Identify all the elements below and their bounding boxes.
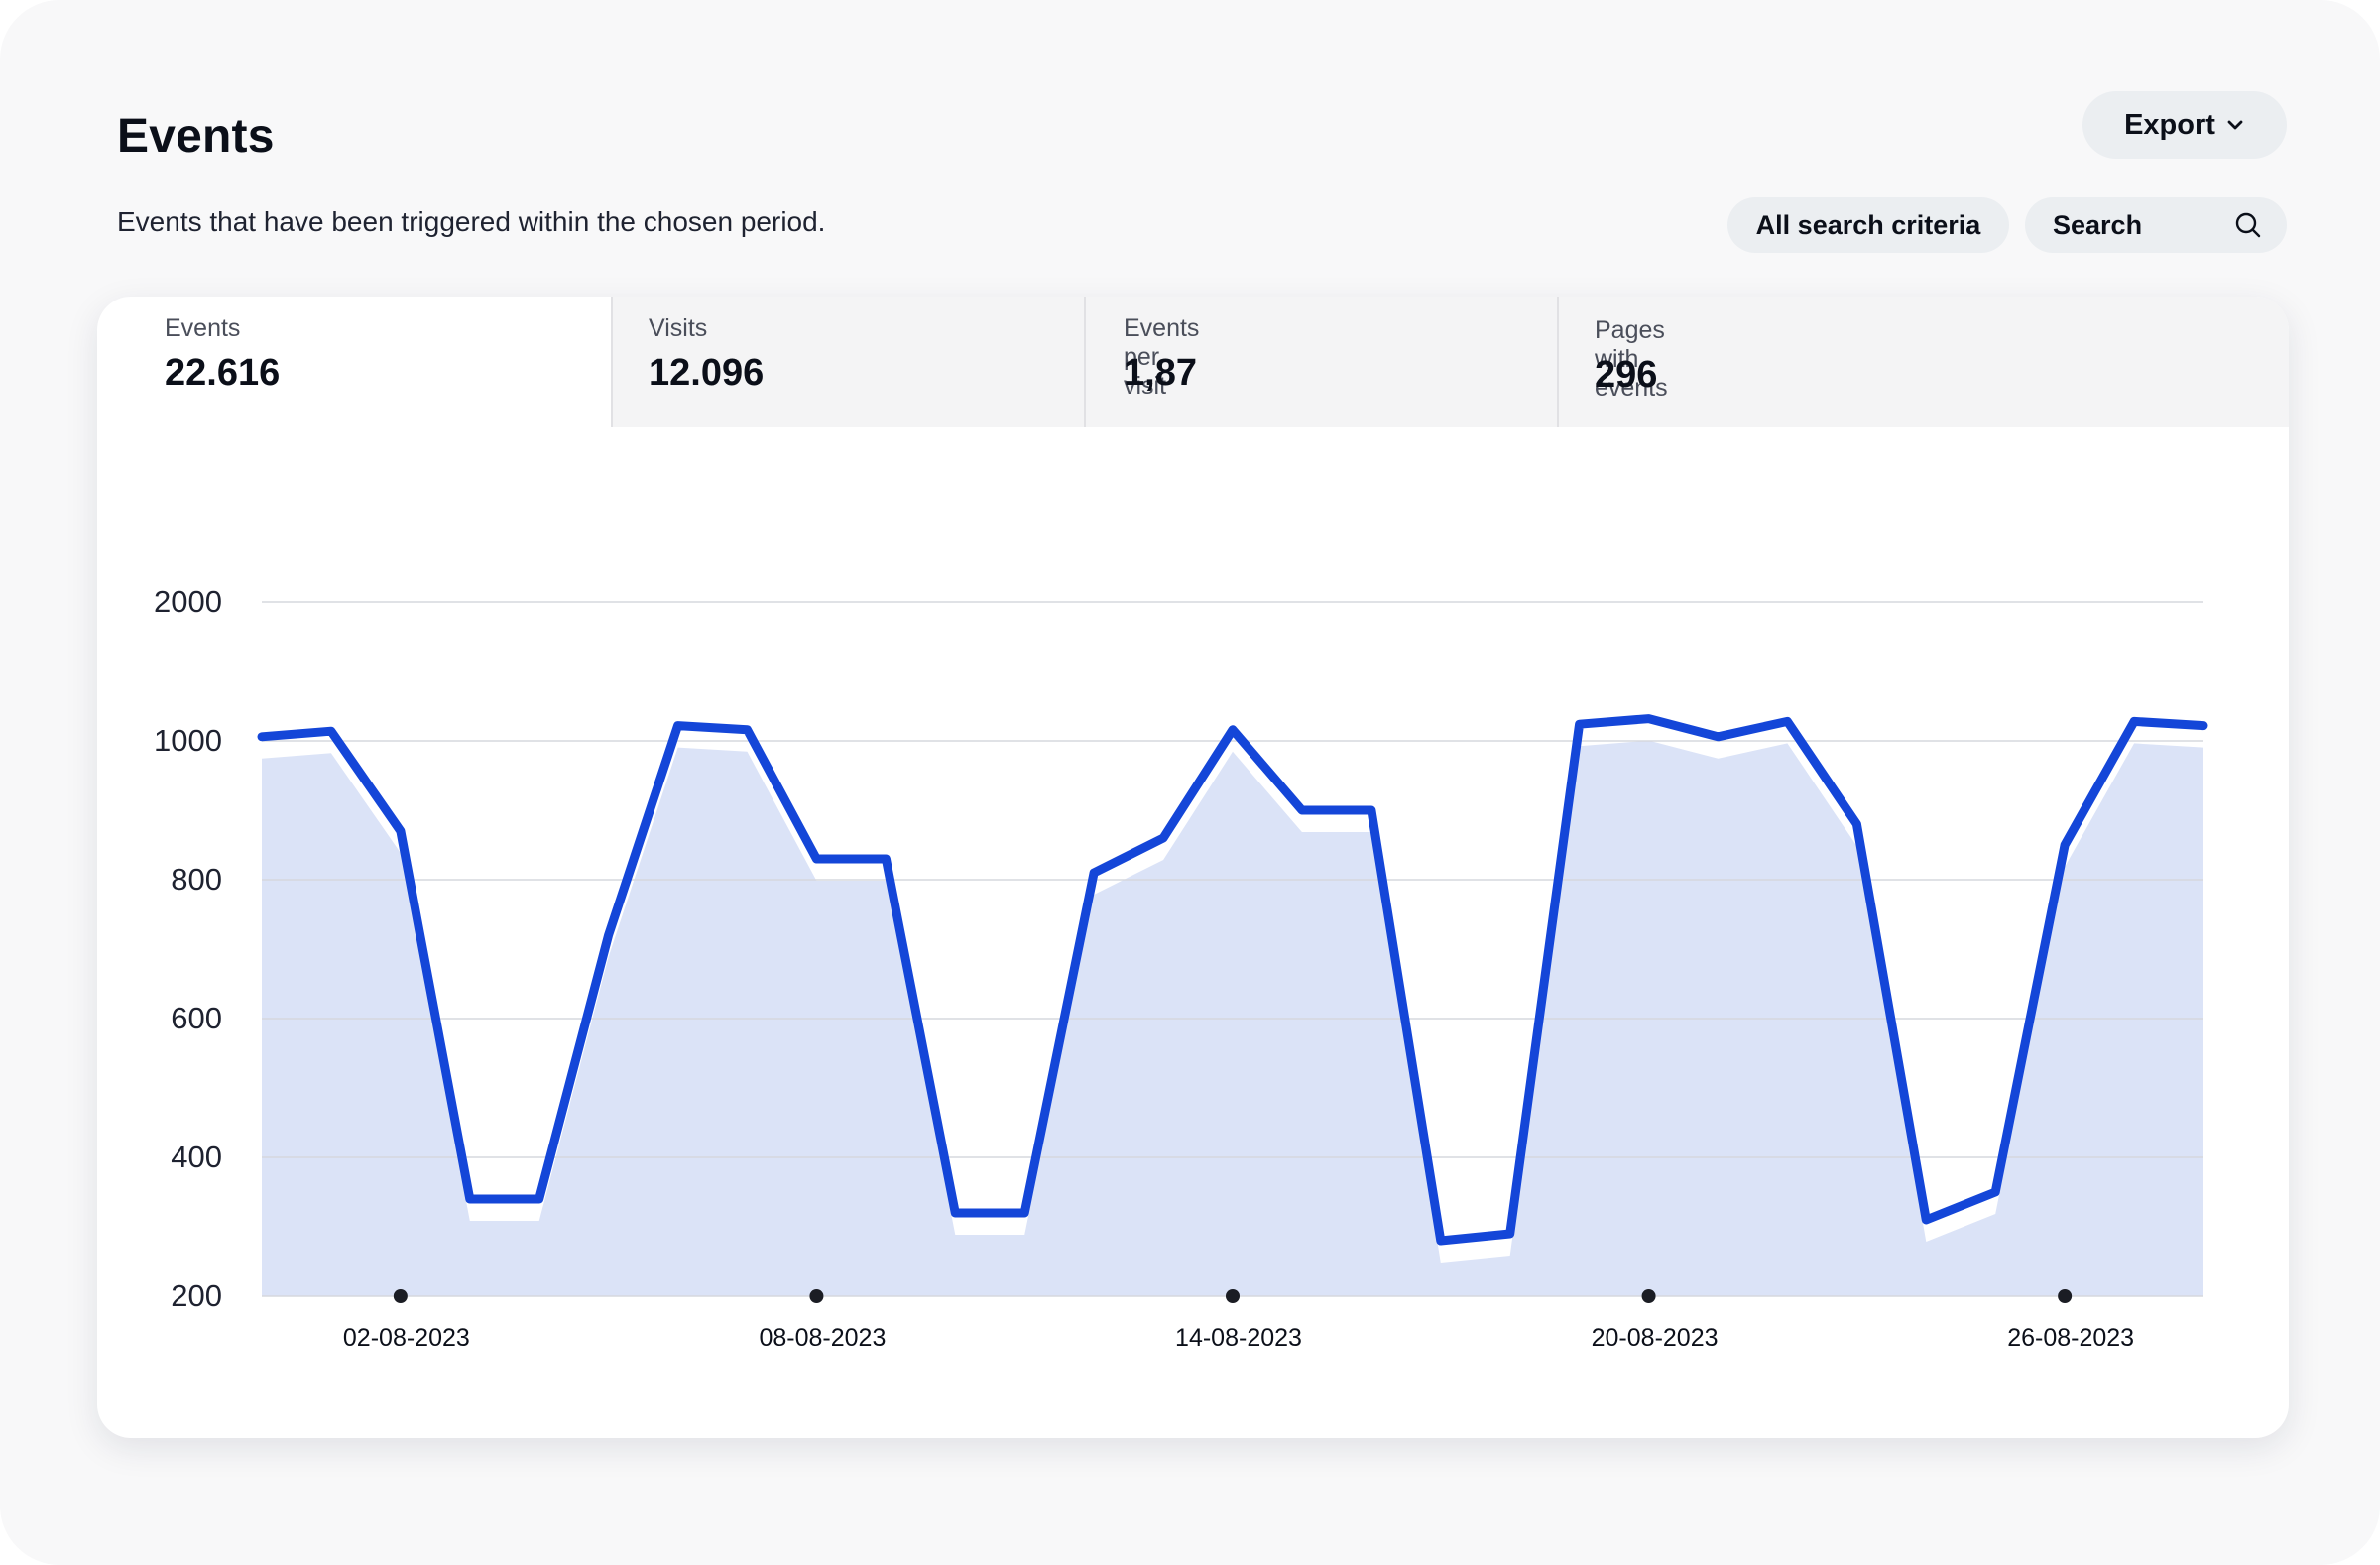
- stat-value: 22.616: [165, 352, 281, 394]
- series-line: [257, 714, 2208, 1246]
- stats-tabs: Events 22.616 Visits 12.096 Events per v…: [97, 297, 2289, 427]
- x-tick-label: 26-08-2023: [2007, 1324, 2134, 1352]
- stat-value: 1,87: [1124, 352, 1197, 394]
- x-tick-dot: [1226, 1289, 1240, 1303]
- x-tick-label: 20-08-2023: [1592, 1324, 1719, 1352]
- search-field[interactable]: Search: [2025, 197, 2287, 253]
- x-tick-label: 02-08-2023: [343, 1324, 470, 1352]
- tab-events[interactable]: Events 22.616: [97, 297, 611, 427]
- chevron-down-icon: [2227, 120, 2243, 130]
- tab-visits[interactable]: Visits 12.096: [611, 297, 1084, 427]
- export-label: Export: [2124, 108, 2215, 141]
- page-title: Events: [117, 110, 275, 163]
- x-tick-dot: [1641, 1289, 1656, 1303]
- y-tick-label: 2000: [154, 584, 222, 619]
- y-tick-label: 1000: [154, 723, 222, 758]
- x-tick-label: 08-08-2023: [759, 1324, 886, 1352]
- criteria-label: All search criteria: [1755, 209, 1981, 240]
- y-tick-label: 600: [171, 1001, 222, 1035]
- x-tick-label: 14-08-2023: [1175, 1324, 1302, 1352]
- x-tick-dot: [809, 1289, 824, 1303]
- y-tick-label: 800: [171, 862, 222, 897]
- stat-label: Events: [165, 314, 241, 342]
- tab-pages-with-events[interactable]: Pages with events 296: [1557, 297, 2289, 427]
- events-chart-card: Events 22.616 Visits 12.096 Events per v…: [97, 297, 2289, 1438]
- tab-events-per-visit[interactable]: Events per visit 1,87: [1084, 297, 1557, 427]
- stat-label: Pages with events: [1595, 316, 1668, 402]
- y-tick-label: 400: [171, 1140, 222, 1174]
- page-subtitle: Events that have been triggered within t…: [117, 206, 826, 237]
- all-search-criteria-button[interactable]: All search criteria: [1727, 197, 2009, 253]
- stat-label: Events per visit: [1124, 314, 1200, 400]
- search-icon: [2235, 212, 2261, 238]
- events-area-chart: 2000 1000 800 600 400 200 02-08-2023 08-08-2023…: [154, 584, 2208, 1352]
- search-placeholder: Search: [2053, 209, 2143, 240]
- stat-value: 12.096: [649, 352, 765, 394]
- stat-value: 296: [1595, 354, 1658, 396]
- stat-label: Visits: [649, 314, 708, 342]
- x-tick-dot: [2058, 1289, 2073, 1303]
- y-tick-label: 200: [171, 1278, 222, 1313]
- x-tick-dot: [393, 1289, 408, 1303]
- export-button[interactable]: Export: [2082, 91, 2287, 159]
